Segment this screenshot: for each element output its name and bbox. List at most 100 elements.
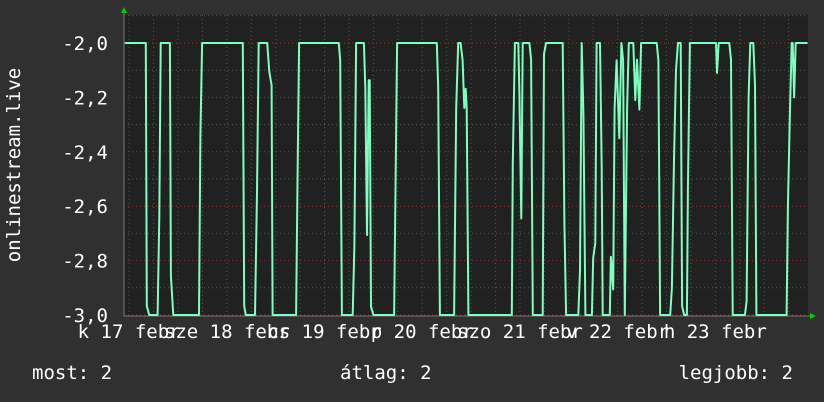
data-point	[683, 314, 685, 316]
data-point	[148, 314, 150, 316]
data-point	[616, 59, 618, 62]
data-point	[463, 107, 465, 109]
data-point	[157, 314, 159, 316]
data-point	[512, 162, 514, 164]
data-point	[393, 314, 395, 316]
data-point	[514, 42, 516, 44]
data-point	[657, 59, 659, 62]
data-point	[528, 42, 531, 44]
y-axis-arrow-icon	[121, 7, 127, 13]
data-point	[584, 314, 587, 316]
legend-max: legjobb: 2	[678, 362, 793, 384]
data-point	[581, 42, 583, 44]
data-point	[620, 42, 622, 44]
data-point	[689, 42, 691, 44]
data-point	[258, 42, 260, 44]
data-point	[638, 109, 640, 111]
data-point	[146, 305, 148, 307]
data-point	[296, 190, 299, 192]
data-point	[610, 256, 612, 258]
data-point	[632, 42, 634, 44]
x-tick-label: k 17 febr	[78, 321, 181, 343]
data-point	[752, 42, 754, 44]
data-point	[718, 42, 720, 44]
data-point	[624, 314, 626, 316]
data-point	[806, 42, 808, 44]
data-point	[681, 305, 683, 307]
data-point	[785, 314, 788, 316]
y-tick-label: -3,0	[62, 305, 108, 327]
data-point	[732, 314, 734, 316]
data-point	[453, 314, 455, 316]
data-point	[465, 88, 467, 90]
x-tick-label: szo 21 febr	[457, 321, 583, 343]
data-point	[520, 217, 522, 220]
data-point	[271, 84, 273, 86]
data-point	[680, 42, 682, 44]
y-tick-label: -2,6	[62, 196, 108, 218]
data-point	[158, 216, 160, 218]
data-point	[596, 42, 598, 44]
data-point	[169, 42, 171, 44]
data-point	[599, 42, 601, 44]
data-point	[352, 314, 354, 316]
data-point	[462, 59, 464, 62]
data-point	[659, 314, 661, 316]
data-point	[745, 300, 748, 302]
x-tick-label: cs 19 febr	[267, 321, 381, 343]
data-point	[437, 87, 439, 89]
data-point	[754, 84, 756, 86]
data-point	[543, 53, 545, 55]
data-point	[545, 42, 547, 44]
data-point	[198, 314, 200, 316]
data-point	[511, 314, 513, 316]
data-point	[675, 69, 677, 71]
data-point	[243, 305, 245, 307]
data-point	[124, 42, 126, 44]
data-point	[364, 87, 366, 89]
data-point	[242, 42, 244, 44]
data-point	[268, 71, 270, 73]
data-point	[677, 42, 679, 44]
data-point	[145, 42, 147, 44]
data-point	[254, 314, 256, 316]
data-point	[716, 72, 718, 74]
data-point	[640, 42, 642, 44]
data-point	[793, 96, 795, 98]
data-point	[372, 314, 374, 316]
y-tick-label: -2,2	[62, 87, 108, 109]
data-point	[339, 59, 341, 62]
data-point	[341, 314, 343, 316]
data-point	[715, 42, 717, 44]
x-tick-label: sze 18 febr	[164, 321, 290, 343]
data-point	[199, 134, 201, 137]
data-point	[795, 42, 797, 44]
data-point	[671, 287, 673, 289]
data-point	[609, 314, 611, 316]
data-point	[602, 314, 604, 316]
data-point	[791, 42, 793, 44]
x-tick-label: v 22 febr	[566, 321, 669, 343]
data-point	[579, 270, 581, 272]
data-point	[532, 314, 534, 316]
data-point	[436, 42, 438, 44]
data-point	[577, 314, 579, 316]
data-point	[687, 188, 689, 190]
data-point	[466, 107, 468, 109]
data-point	[455, 107, 457, 109]
data-point	[518, 88, 520, 90]
data-point	[626, 107, 628, 109]
data-point	[266, 42, 268, 44]
data-point	[201, 42, 203, 44]
data-point	[622, 59, 624, 62]
data-point	[730, 58, 732, 61]
data-point	[792, 42, 794, 44]
data-point	[522, 42, 524, 44]
data-point	[591, 314, 593, 316]
data-point	[366, 234, 368, 236]
x-tick-label: h 23 febr	[664, 321, 767, 343]
y-tick-label: -2,4	[62, 142, 108, 164]
x-axis-arrow-icon	[810, 313, 816, 319]
data-point	[601, 166, 603, 169]
